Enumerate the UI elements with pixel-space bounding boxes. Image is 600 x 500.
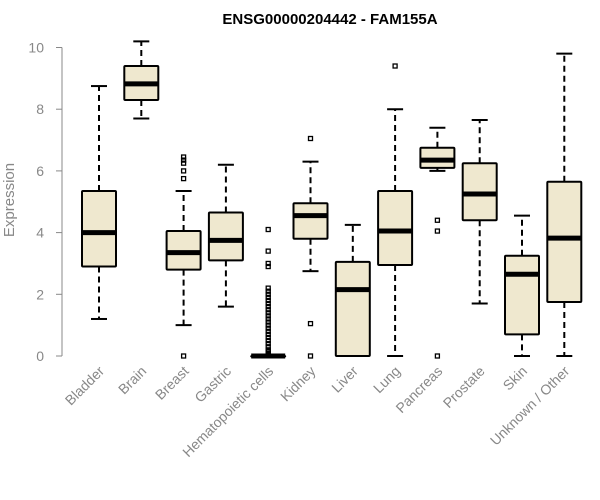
box-pancreas xyxy=(419,126,456,359)
y-tick-label: 0 xyxy=(36,348,44,364)
box-iqr xyxy=(546,180,583,304)
box-breast xyxy=(165,154,202,359)
y-tick-label: 2 xyxy=(36,286,44,302)
outlier-point xyxy=(265,313,271,319)
outlier-point xyxy=(434,217,441,223)
outlier-point xyxy=(265,297,271,304)
y-tick-label: 6 xyxy=(36,163,44,179)
y-tick-label: 8 xyxy=(36,101,44,117)
outlier-point xyxy=(307,135,314,142)
outlier-point xyxy=(180,175,187,182)
box-kidney xyxy=(292,135,329,359)
box-iqr xyxy=(292,202,329,240)
outlier-point xyxy=(265,331,271,338)
outlier-point xyxy=(307,320,314,327)
outlier-point xyxy=(180,353,187,359)
y-axis-title: Expression xyxy=(1,163,18,237)
outlier-point xyxy=(307,353,314,359)
outlier-point xyxy=(265,307,271,313)
box-iqr xyxy=(334,260,371,357)
outlier-point xyxy=(180,168,187,174)
x-category-label: Kidney xyxy=(277,363,319,405)
box-lung xyxy=(377,63,414,357)
y-axis: 0 2 4 6 8 10 xyxy=(28,40,63,364)
outlier-point xyxy=(265,285,271,291)
outlier-point xyxy=(265,294,271,301)
x-category-label: Breast xyxy=(152,363,192,403)
outlier-point xyxy=(265,337,271,344)
box-iqr xyxy=(377,189,414,266)
box-skin xyxy=(504,214,540,357)
outlier-point xyxy=(265,322,271,328)
x-category-label: Brain xyxy=(115,363,149,397)
y-tick-label: 10 xyxy=(28,40,44,56)
outlier-point xyxy=(265,334,271,341)
box-iqr xyxy=(81,189,117,268)
outlier-point xyxy=(180,157,187,163)
outlier-point xyxy=(180,160,187,166)
outlier-point xyxy=(265,303,271,310)
box-hematopoietic-cells xyxy=(250,226,287,359)
x-category-label: Bladder xyxy=(62,363,108,409)
outlier-point xyxy=(265,344,271,350)
chart-title: ENSG00000204442 - FAM155A xyxy=(222,11,437,28)
outlier-point xyxy=(265,319,271,325)
outlier-point xyxy=(392,63,398,69)
box-unknown-other xyxy=(546,52,583,357)
box-bladder xyxy=(81,85,117,320)
outlier-point xyxy=(265,325,271,331)
outlier-point xyxy=(180,154,187,160)
x-category-label: Prostate xyxy=(440,363,488,411)
outlier-point xyxy=(265,248,271,254)
outlier-point xyxy=(265,316,271,322)
x-category-label: Lung xyxy=(370,363,403,396)
outlier-point xyxy=(265,310,271,316)
x-category-label: Pancreas xyxy=(392,363,445,416)
outlier-point xyxy=(265,288,271,294)
y-tick-label: 4 xyxy=(36,225,44,241)
box-liver xyxy=(334,223,371,357)
outlier-point xyxy=(265,291,271,297)
x-category-label: Liver xyxy=(328,363,361,396)
box-brain xyxy=(123,40,160,120)
outlier-point xyxy=(434,353,441,359)
outlier-point xyxy=(265,263,271,270)
outlier-point xyxy=(265,226,271,233)
box-prostate xyxy=(461,118,498,305)
outlier-point xyxy=(265,328,271,334)
box-iqr xyxy=(207,211,244,262)
outlier-point xyxy=(265,300,271,307)
x-category-label: Skin xyxy=(500,363,531,394)
box-gastric xyxy=(207,163,244,308)
outlier-point xyxy=(265,260,271,267)
outlier-point xyxy=(265,347,271,353)
boxes xyxy=(81,40,583,359)
box-iqr xyxy=(504,254,540,336)
x-category-label: Unknown / Other xyxy=(487,363,573,449)
outlier-point xyxy=(265,341,271,347)
outlier-point xyxy=(434,228,441,234)
